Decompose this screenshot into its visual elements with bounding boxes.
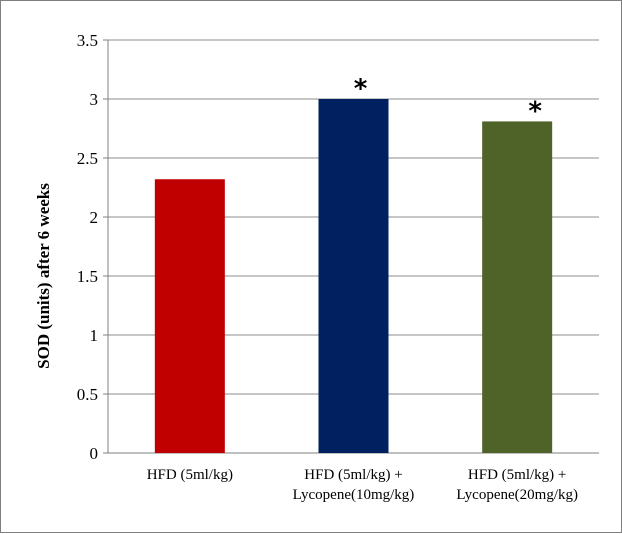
y-tick-label: 1 <box>90 326 99 345</box>
x-category-label: HFD (5ml/kg) + <box>468 467 566 483</box>
x-category-label: HFD (5ml/kg) <box>147 467 233 483</box>
y-axis-ticks: 0 0.5 1 1.5 2 2.5 3 3.5 <box>77 31 98 463</box>
y-tick-label: 2 <box>90 208 99 227</box>
significance-asterisk: * <box>528 96 542 126</box>
y-tick-label: 1.5 <box>77 267 98 286</box>
y-tick-label: 0.5 <box>77 385 98 404</box>
bar <box>482 121 553 454</box>
x-category-label: HFD (5ml/kg) + <box>304 467 402 483</box>
y-tick-label: 3.5 <box>77 31 98 50</box>
bars <box>154 99 553 454</box>
y-tick-label: 2.5 <box>77 149 98 168</box>
x-category-label: Lycopene(20mg/kg) <box>456 487 578 503</box>
significance-marks: ** <box>354 74 543 126</box>
x-axis-categories: HFD (5ml/kg) HFD (5ml/kg) + Lycopene(10mg/… <box>147 467 578 503</box>
y-axis-label: SOD (units) after 6 weeks <box>34 183 53 369</box>
y-tick-label: 0 <box>90 444 99 463</box>
x-category-label: Lycopene(10mg/kg) <box>293 487 415 503</box>
bar <box>318 99 389 453</box>
bar <box>154 179 225 454</box>
y-tick-label: 3 <box>90 90 99 109</box>
significance-asterisk: * <box>354 74 368 104</box>
